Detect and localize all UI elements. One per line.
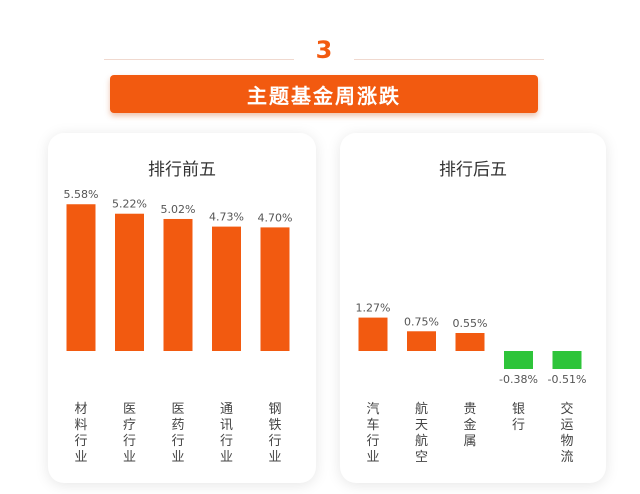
category-label-3: 医药行业 (171, 402, 184, 465)
bottom-five-title: 排行后五 (439, 160, 507, 180)
bottom-five-panel: 排行后五 1.27% 汽车行业 0.75% 航天航空 0.55% 贵金属 -0.38% 银行 -… (340, 133, 606, 483)
section-number: 3 (315, 36, 333, 64)
value-label-1: 5.58% (64, 188, 99, 201)
category-label-2: 医疗行业 (123, 402, 136, 465)
value-label-3: 5.02% (161, 203, 196, 216)
value-label-5: 4.70% (258, 211, 293, 224)
bar-1 (358, 317, 388, 351)
value-label-2: 5.22% (112, 198, 147, 211)
top-five-title: 排行前五 (148, 160, 216, 180)
category-label-4: 通讯行业 (220, 402, 233, 465)
bar-2 (115, 213, 144, 351)
category-label-1: 汽车行业 (366, 402, 379, 465)
value-label-3: 0.55% (453, 317, 488, 330)
category-label-1: 材料行业 (74, 402, 87, 465)
value-label-5: -0.51% (548, 373, 587, 386)
value-label-4: -0.38% (499, 373, 538, 386)
bottom-five-chart: 1.27% 汽车行业 0.75% 航天航空 0.55% 贵金属 -0.38% 银行 -0.51%… (356, 302, 587, 465)
header-rule-left (104, 59, 294, 60)
page-title: 主题基金周涨跌 (110, 75, 538, 113)
header-rule-right (354, 59, 544, 60)
bar-5 (260, 227, 290, 351)
bar-3 (163, 218, 193, 351)
bar-4 (212, 226, 241, 351)
value-label-1: 1.27% (356, 302, 391, 315)
category-label-5: 钢铁行业 (268, 402, 281, 465)
bar-4 (504, 351, 533, 369)
bar-1 (66, 204, 96, 351)
top-five-chart: 5.58% 材料行业 5.22% 医疗行业 5.02% 医药行业 4.73% 通讯行业 4.70… (64, 188, 293, 465)
category-label-4: 银行 (512, 402, 525, 433)
value-label-2: 0.75% (404, 315, 439, 328)
category-label-5: 交运物流 (560, 401, 573, 465)
bar-2 (407, 331, 436, 351)
bar-5 (552, 351, 582, 369)
bar-3 (455, 333, 485, 351)
category-label-2: 航天航空 (415, 401, 428, 465)
value-label-4: 4.73% (209, 211, 244, 224)
category-label-3: 贵金属 (463, 402, 476, 449)
top-five-panel: 排行前五 5.58% 材料行业 5.22% 医疗行业 5.02% 医药行业 4.73% 通讯行… (48, 133, 316, 483)
